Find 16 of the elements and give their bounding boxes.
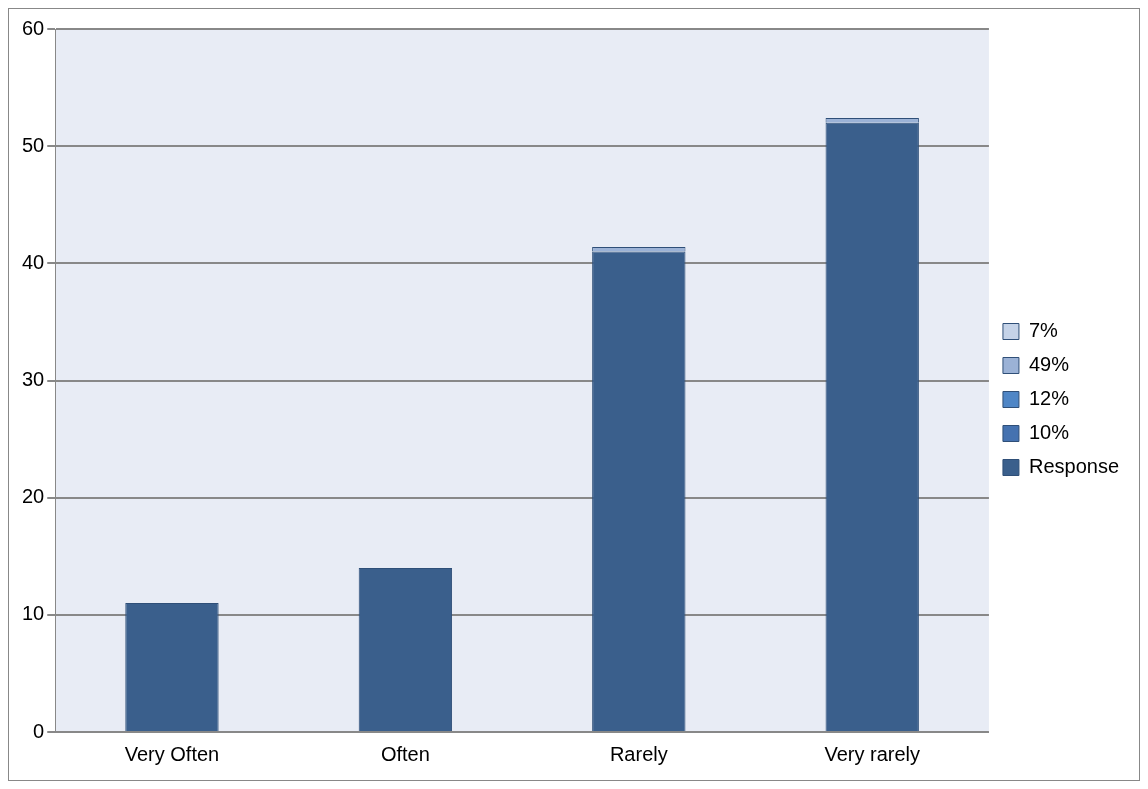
x-tick-label: Very rarely bbox=[824, 742, 921, 765]
legend-label: 12% bbox=[1028, 387, 1070, 410]
y-tick-label: 60 bbox=[22, 16, 45, 39]
y-tick-label: 20 bbox=[22, 485, 45, 508]
legend-label: 49% bbox=[1028, 353, 1070, 376]
legend-label: 7% bbox=[1028, 319, 1059, 342]
y-tick-label: 0 bbox=[33, 719, 45, 742]
x-tick-label: Rarely bbox=[609, 742, 668, 765]
y-tick-label: 40 bbox=[22, 250, 45, 273]
x-tick-label: Often bbox=[380, 742, 430, 765]
y-tick-label: 30 bbox=[22, 368, 45, 391]
x-tick-label: Very Often bbox=[124, 742, 220, 765]
y-tick-label: 50 bbox=[22, 133, 45, 156]
legend-label: 10% bbox=[1028, 421, 1070, 444]
legend-label: Response bbox=[1028, 455, 1119, 478]
y-tick-label: 10 bbox=[22, 602, 45, 625]
